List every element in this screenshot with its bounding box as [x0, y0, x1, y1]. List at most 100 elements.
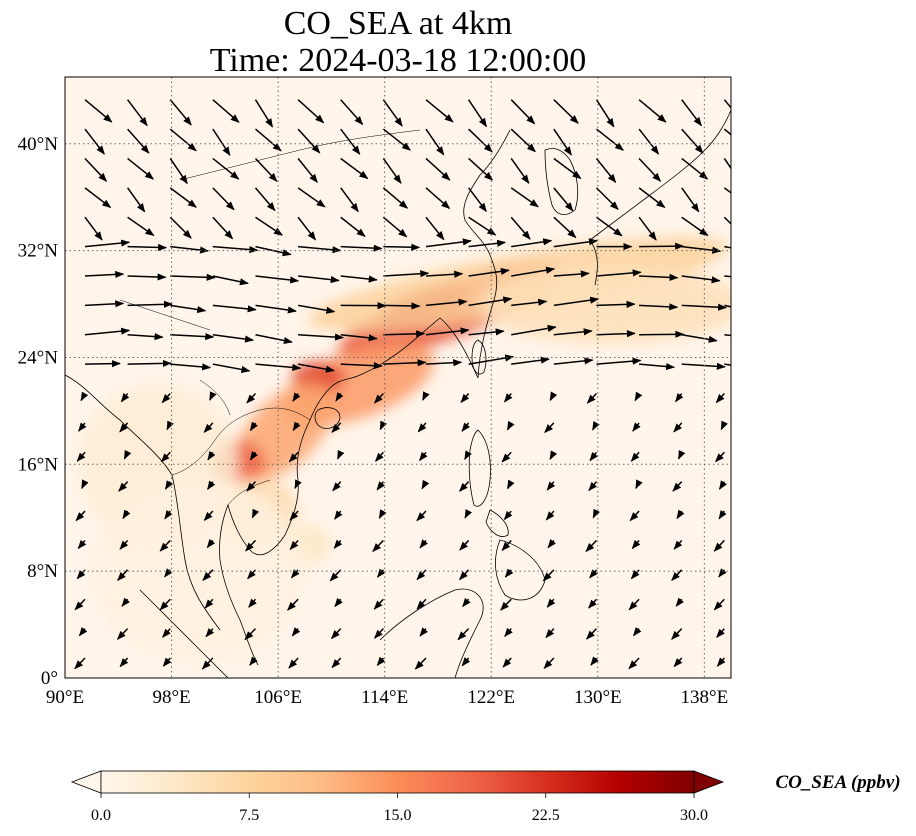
wind-arrow-133: [292, 421, 301, 432]
wind-arrow-149: [292, 392, 301, 402]
wind-arrow-138: [506, 420, 515, 431]
wind-arrow-112: [76, 451, 86, 462]
wind-arrow-218: [511, 266, 556, 277]
lon-tick-label: 98°E: [152, 687, 190, 708]
wind-arrow-148: [246, 393, 257, 404]
wind-arrow-293: [297, 128, 321, 154]
wind-arrow-276: [254, 157, 278, 182]
wind-arrow-88: [416, 510, 427, 522]
map-frame: [64, 76, 732, 679]
wind-arrow-15: [716, 657, 726, 667]
wind-arrow-124: [589, 451, 598, 462]
wind-arrow-137: [461, 422, 470, 432]
wind-arrow-82: [164, 510, 173, 520]
taiwan-coastline: [471, 339, 487, 375]
co-plume-3: [477, 263, 731, 345]
wind-arrow-57: [459, 569, 470, 581]
wind-arrow-22: [331, 628, 342, 640]
wind-arrow-30: [671, 628, 683, 640]
wind-arrow-54: [329, 569, 342, 582]
wind-arrow-9: [461, 657, 471, 667]
wind-arrow-308: [254, 99, 274, 128]
wind-arrow-10: [502, 657, 512, 668]
wind-arrow-154: [504, 393, 513, 403]
wind-arrow-279: [382, 158, 402, 184]
wind-arrow-266: [510, 187, 539, 208]
wind-arrow-269: [638, 187, 666, 209]
colorbar-tick-label: 7.5: [239, 807, 259, 824]
gridlines: [65, 77, 731, 678]
wind-arrow-109: [635, 479, 643, 490]
wind-arrow-283: [553, 157, 582, 180]
colorbar-label: CO_SEA (ppbv): [775, 772, 900, 793]
wind-arrow-184: [425, 327, 470, 336]
wind-arrow-178: [170, 332, 215, 341]
lat-tick-label: 40°N: [18, 134, 59, 155]
wind-arrow-243: [212, 216, 234, 240]
wind-arrow-231: [383, 243, 421, 251]
wind-arrow-121: [464, 450, 472, 460]
wind-arrow-74: [501, 539, 512, 551]
wind-arrow-257: [126, 187, 146, 213]
wind-arrow-146: [161, 393, 171, 404]
wind-arrow-174: [681, 362, 726, 370]
wind-arrow-294: [340, 128, 361, 155]
wind-arrow-281: [468, 157, 494, 181]
wind-arrow-104: [421, 479, 430, 490]
co-concentration-layer: [78, 237, 731, 665]
wind-arrow-194: [170, 304, 207, 314]
korea-coastline: [544, 148, 579, 215]
lon-tick-label: 114°E: [361, 687, 408, 708]
wind-arrow-95: [718, 509, 727, 520]
lon-tick-label: 138°E: [681, 687, 729, 708]
wind-arrow-14: [673, 657, 683, 668]
wind-arrow-195: [212, 304, 257, 313]
wind-arrow-86: [334, 510, 343, 520]
wind-arrow-18: [162, 628, 171, 638]
wind-arrow-142: [673, 422, 683, 433]
wind-arrow-83: [203, 510, 214, 521]
latitude-ticks: 0° 8°N 16°N 24°N 32°N 40°N: [18, 134, 59, 689]
mindanao-coastline: [495, 539, 546, 601]
wind-arrow-152: [422, 391, 430, 401]
wind-arrow-139: [544, 422, 555, 434]
wind-arrow-147: [209, 391, 217, 401]
wind-arrow-260: [254, 187, 276, 212]
luzon-coastline: [468, 429, 491, 507]
wind-arrow-314: [510, 99, 536, 125]
wind-arrow-310: [340, 99, 364, 126]
wind-arrow-185: [468, 328, 505, 336]
wind-arrow-101: [294, 479, 302, 490]
wind-arrow-80: [75, 510, 86, 522]
lat-tick-label: 24°N: [18, 347, 59, 368]
wind-arrow-265: [467, 187, 487, 213]
wind-arrow-277: [297, 157, 318, 184]
wind-arrow-203: [553, 296, 600, 307]
wind-arrow-271: [723, 187, 731, 194]
wind-arrow-267: [553, 187, 574, 212]
colorbar: 0.0 7.5 15.0 22.5 30.0 CO_SEA (ppbv): [70, 770, 901, 824]
wind-arrow-58: [504, 568, 514, 578]
wind-arrow-235: [553, 238, 598, 248]
wind-arrow-315: [553, 99, 579, 124]
wind-arrow-307: [212, 99, 240, 123]
wind-arrow-168: [425, 359, 463, 367]
wind-arrow-26: [504, 627, 513, 638]
wind-arrow-273: [127, 157, 155, 180]
wind-arrow-89: [464, 508, 473, 519]
wind-arrow-91: [545, 510, 555, 521]
wind-arrow-232: [425, 238, 472, 248]
wind-arrow-33: [121, 597, 130, 607]
wind-arrow-301: [638, 128, 660, 155]
wind-arrow-297: [468, 128, 493, 153]
wind-arrow-125: [630, 451, 640, 462]
lat-tick-label: 32°N: [18, 241, 59, 262]
wind-arrow-92: [592, 508, 601, 519]
wind-arrow-263: [382, 187, 409, 209]
wind-arrow-127: [715, 451, 725, 463]
wind-arrow-16: [78, 627, 88, 637]
wind-arrow-215: [383, 270, 430, 278]
wind-arrow-163: [212, 363, 251, 373]
wind-arrow-292: [254, 128, 282, 152]
